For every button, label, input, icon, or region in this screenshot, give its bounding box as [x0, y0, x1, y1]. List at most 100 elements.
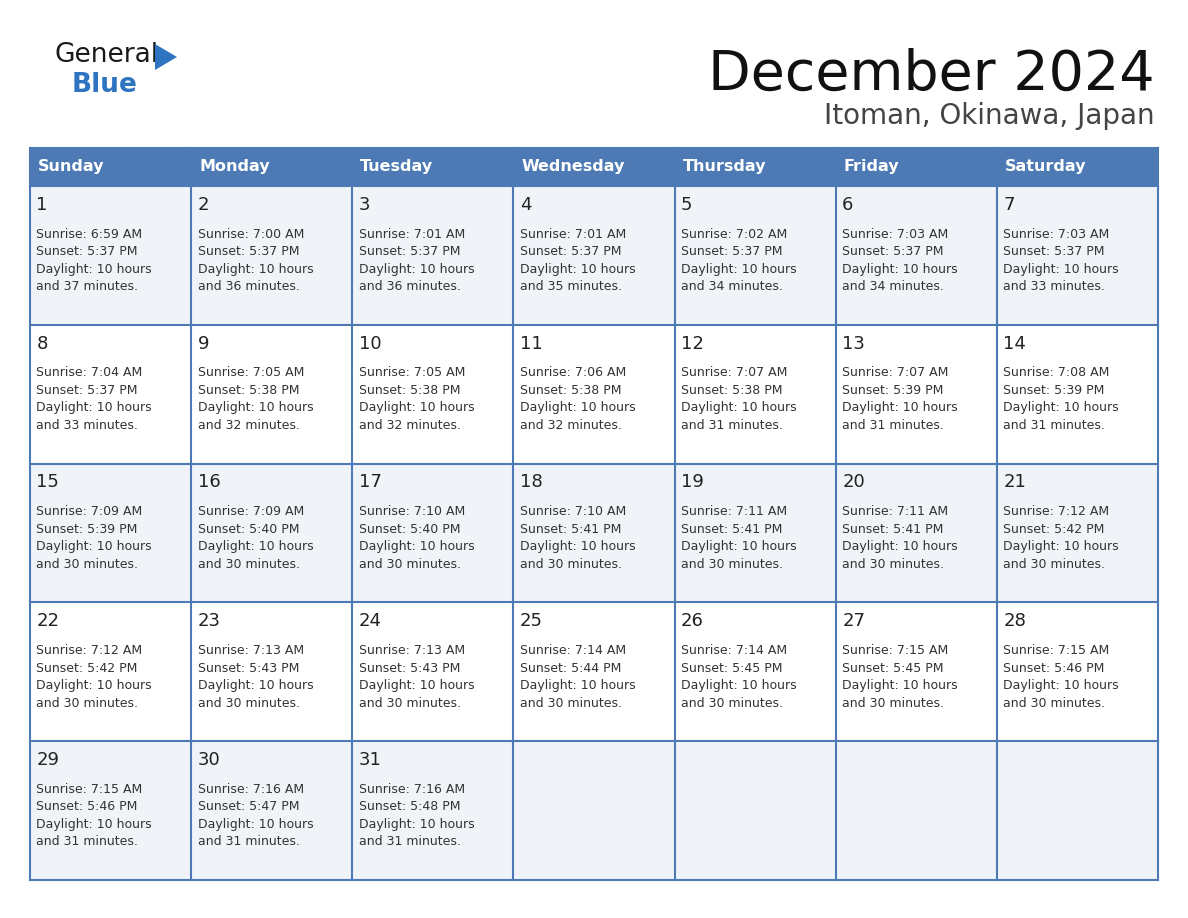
- Text: 19: 19: [681, 474, 704, 491]
- Text: 1: 1: [37, 196, 48, 214]
- Text: Sunrise: 7:07 AM
Sunset: 5:38 PM
Daylight: 10 hours
and 31 minutes.: Sunrise: 7:07 AM Sunset: 5:38 PM Dayligh…: [681, 366, 797, 432]
- Text: 24: 24: [359, 612, 381, 630]
- Text: 3: 3: [359, 196, 371, 214]
- Text: Blue: Blue: [72, 72, 138, 98]
- Bar: [835, 325, 997, 464]
- Bar: [675, 741, 835, 880]
- Text: 26: 26: [681, 612, 704, 630]
- Text: 17: 17: [359, 474, 381, 491]
- Bar: [191, 741, 353, 880]
- Bar: [997, 602, 1158, 741]
- Text: 27: 27: [842, 612, 865, 630]
- Bar: [353, 148, 513, 186]
- Text: Sunrise: 7:16 AM
Sunset: 5:47 PM
Daylight: 10 hours
and 31 minutes.: Sunrise: 7:16 AM Sunset: 5:47 PM Dayligh…: [197, 783, 314, 848]
- Text: 16: 16: [197, 474, 220, 491]
- Text: Monday: Monday: [200, 160, 270, 174]
- Text: Sunrise: 7:11 AM
Sunset: 5:41 PM
Daylight: 10 hours
and 30 minutes.: Sunrise: 7:11 AM Sunset: 5:41 PM Dayligh…: [681, 505, 797, 571]
- Text: Saturday: Saturday: [1005, 160, 1086, 174]
- Text: 22: 22: [37, 612, 59, 630]
- Text: Sunrise: 7:15 AM
Sunset: 5:45 PM
Daylight: 10 hours
and 30 minutes.: Sunrise: 7:15 AM Sunset: 5:45 PM Dayligh…: [842, 644, 958, 710]
- Text: 12: 12: [681, 334, 704, 353]
- Text: 28: 28: [1004, 612, 1026, 630]
- Text: Sunrise: 7:08 AM
Sunset: 5:39 PM
Daylight: 10 hours
and 31 minutes.: Sunrise: 7:08 AM Sunset: 5:39 PM Dayligh…: [1004, 366, 1119, 432]
- Text: Sunrise: 6:59 AM
Sunset: 5:37 PM
Daylight: 10 hours
and 37 minutes.: Sunrise: 6:59 AM Sunset: 5:37 PM Dayligh…: [37, 228, 152, 293]
- Text: Wednesday: Wednesday: [522, 160, 625, 174]
- Text: Sunrise: 7:07 AM
Sunset: 5:39 PM
Daylight: 10 hours
and 31 minutes.: Sunrise: 7:07 AM Sunset: 5:39 PM Dayligh…: [842, 366, 958, 432]
- Bar: [997, 464, 1158, 602]
- Bar: [997, 325, 1158, 464]
- Bar: [353, 325, 513, 464]
- Bar: [353, 741, 513, 880]
- Bar: [835, 148, 997, 186]
- Bar: [191, 148, 353, 186]
- Text: Sunrise: 7:03 AM
Sunset: 5:37 PM
Daylight: 10 hours
and 34 minutes.: Sunrise: 7:03 AM Sunset: 5:37 PM Dayligh…: [842, 228, 958, 293]
- Bar: [191, 186, 353, 325]
- Bar: [353, 186, 513, 325]
- Text: Sunrise: 7:13 AM
Sunset: 5:43 PM
Daylight: 10 hours
and 30 minutes.: Sunrise: 7:13 AM Sunset: 5:43 PM Dayligh…: [197, 644, 314, 710]
- Bar: [353, 602, 513, 741]
- Text: Sunrise: 7:15 AM
Sunset: 5:46 PM
Daylight: 10 hours
and 30 minutes.: Sunrise: 7:15 AM Sunset: 5:46 PM Dayligh…: [1004, 644, 1119, 710]
- Text: 29: 29: [37, 751, 59, 769]
- Bar: [30, 464, 191, 602]
- Text: Sunrise: 7:10 AM
Sunset: 5:40 PM
Daylight: 10 hours
and 30 minutes.: Sunrise: 7:10 AM Sunset: 5:40 PM Dayligh…: [359, 505, 474, 571]
- Bar: [30, 741, 191, 880]
- Bar: [30, 186, 191, 325]
- Text: General: General: [55, 42, 159, 68]
- Bar: [997, 741, 1158, 880]
- Text: 10: 10: [359, 334, 381, 353]
- Text: Sunrise: 7:14 AM
Sunset: 5:45 PM
Daylight: 10 hours
and 30 minutes.: Sunrise: 7:14 AM Sunset: 5:45 PM Dayligh…: [681, 644, 797, 710]
- Text: Sunrise: 7:09 AM
Sunset: 5:40 PM
Daylight: 10 hours
and 30 minutes.: Sunrise: 7:09 AM Sunset: 5:40 PM Dayligh…: [197, 505, 314, 571]
- Bar: [675, 148, 835, 186]
- Text: Sunrise: 7:01 AM
Sunset: 5:37 PM
Daylight: 10 hours
and 35 minutes.: Sunrise: 7:01 AM Sunset: 5:37 PM Dayligh…: [520, 228, 636, 293]
- Text: 8: 8: [37, 334, 48, 353]
- Bar: [191, 325, 353, 464]
- Text: Sunrise: 7:14 AM
Sunset: 5:44 PM
Daylight: 10 hours
and 30 minutes.: Sunrise: 7:14 AM Sunset: 5:44 PM Dayligh…: [520, 644, 636, 710]
- Text: 15: 15: [37, 474, 59, 491]
- Bar: [30, 602, 191, 741]
- Text: Friday: Friday: [843, 160, 899, 174]
- Text: Sunrise: 7:04 AM
Sunset: 5:37 PM
Daylight: 10 hours
and 33 minutes.: Sunrise: 7:04 AM Sunset: 5:37 PM Dayligh…: [37, 366, 152, 432]
- Bar: [513, 325, 675, 464]
- Polygon shape: [154, 44, 177, 70]
- Bar: [675, 464, 835, 602]
- Text: Thursday: Thursday: [683, 160, 766, 174]
- Text: 31: 31: [359, 751, 381, 769]
- Bar: [513, 148, 675, 186]
- Text: Sunrise: 7:05 AM
Sunset: 5:38 PM
Daylight: 10 hours
and 32 minutes.: Sunrise: 7:05 AM Sunset: 5:38 PM Dayligh…: [197, 366, 314, 432]
- Text: 23: 23: [197, 612, 221, 630]
- Bar: [997, 148, 1158, 186]
- Bar: [513, 741, 675, 880]
- Bar: [997, 186, 1158, 325]
- Text: Sunrise: 7:13 AM
Sunset: 5:43 PM
Daylight: 10 hours
and 30 minutes.: Sunrise: 7:13 AM Sunset: 5:43 PM Dayligh…: [359, 644, 474, 710]
- Bar: [513, 186, 675, 325]
- Text: Sunrise: 7:12 AM
Sunset: 5:42 PM
Daylight: 10 hours
and 30 minutes.: Sunrise: 7:12 AM Sunset: 5:42 PM Dayligh…: [1004, 505, 1119, 571]
- Text: Sunrise: 7:11 AM
Sunset: 5:41 PM
Daylight: 10 hours
and 30 minutes.: Sunrise: 7:11 AM Sunset: 5:41 PM Dayligh…: [842, 505, 958, 571]
- Text: Sunrise: 7:09 AM
Sunset: 5:39 PM
Daylight: 10 hours
and 30 minutes.: Sunrise: 7:09 AM Sunset: 5:39 PM Dayligh…: [37, 505, 152, 571]
- Text: 30: 30: [197, 751, 220, 769]
- Text: 4: 4: [520, 196, 531, 214]
- Bar: [675, 602, 835, 741]
- Text: 7: 7: [1004, 196, 1015, 214]
- Bar: [835, 186, 997, 325]
- Text: December 2024: December 2024: [708, 48, 1155, 102]
- Text: 13: 13: [842, 334, 865, 353]
- Bar: [30, 148, 191, 186]
- Bar: [835, 464, 997, 602]
- Bar: [835, 602, 997, 741]
- Text: Sunrise: 7:01 AM
Sunset: 5:37 PM
Daylight: 10 hours
and 36 minutes.: Sunrise: 7:01 AM Sunset: 5:37 PM Dayligh…: [359, 228, 474, 293]
- Bar: [191, 602, 353, 741]
- Text: 6: 6: [842, 196, 853, 214]
- Text: 5: 5: [681, 196, 693, 214]
- Text: Sunday: Sunday: [38, 160, 105, 174]
- Bar: [191, 464, 353, 602]
- Bar: [30, 325, 191, 464]
- Bar: [835, 741, 997, 880]
- Bar: [675, 186, 835, 325]
- Text: Tuesday: Tuesday: [360, 160, 434, 174]
- Bar: [353, 464, 513, 602]
- Text: 14: 14: [1004, 334, 1026, 353]
- Text: Sunrise: 7:12 AM
Sunset: 5:42 PM
Daylight: 10 hours
and 30 minutes.: Sunrise: 7:12 AM Sunset: 5:42 PM Dayligh…: [37, 644, 152, 710]
- Text: Sunrise: 7:10 AM
Sunset: 5:41 PM
Daylight: 10 hours
and 30 minutes.: Sunrise: 7:10 AM Sunset: 5:41 PM Dayligh…: [520, 505, 636, 571]
- Bar: [675, 325, 835, 464]
- Text: 9: 9: [197, 334, 209, 353]
